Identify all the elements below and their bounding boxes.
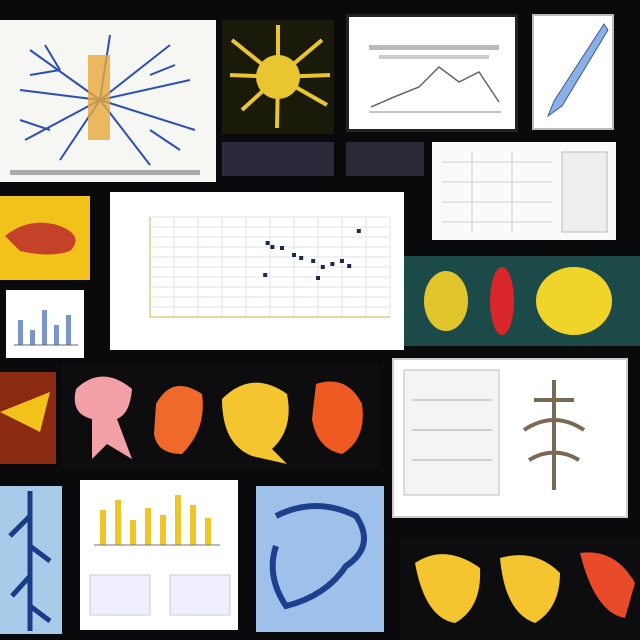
feather-tile [532,14,614,130]
dark-strip-2 [346,142,424,176]
vessel-tile [256,486,384,632]
scatter-chart-tile [110,192,404,350]
organ-icon [5,222,76,255]
yellow-bar-chart-tile [80,480,238,630]
scatter-point [292,253,296,257]
jellyfish-tile [222,20,334,134]
scatter-chart [149,216,391,318]
feather-icon [546,23,609,118]
organs-bottom-tile [400,538,640,640]
dark-strip-1 [222,142,334,176]
organ-tile-left [0,196,90,280]
scatter-point [356,229,361,233]
scatter-point [263,273,268,277]
scatter-point [330,262,335,266]
line-chart-tile [346,14,518,132]
jellyfish-icon [229,25,331,129]
scatter-point [280,246,284,250]
organs-row-tile [62,364,378,470]
organ-strip-tile [0,372,56,464]
neuron-diagram-tile [0,20,216,182]
structure-diagram-tile [392,358,628,518]
organ-icon [74,376,363,464]
scatter-point [347,264,352,268]
coral-tile [0,486,62,634]
neuron-icon [10,34,200,175]
tree-icon [415,552,635,623]
blob-icon [424,267,612,335]
vessel-icon [269,503,367,610]
scatter-point [270,245,275,249]
scatter-point [340,259,344,263]
structure-icon [403,369,586,496]
scatter-point [320,265,325,269]
scatter-point [311,259,316,263]
scatter-point [316,276,320,280]
coral-icon [8,491,52,631]
scatter-point [299,256,304,260]
scatter-point [265,241,270,245]
small-bar-chart-tile [6,290,84,358]
table-tile [432,142,616,240]
blob-tile [404,256,640,346]
